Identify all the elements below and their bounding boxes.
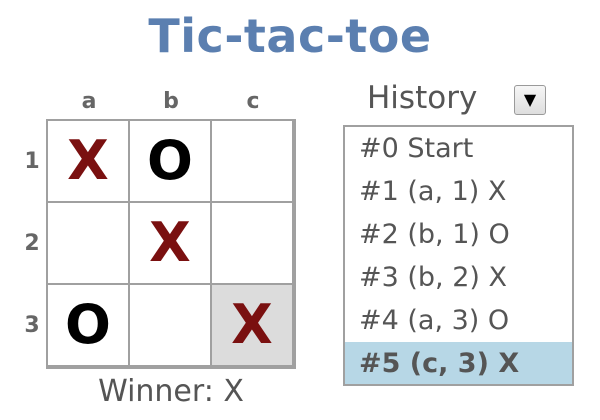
status-label: Winner:: [98, 374, 214, 409]
board-cell-a2[interactable]: [48, 203, 128, 283]
history-item-5[interactable]: #5 (c, 3) X: [345, 342, 572, 384]
game-board: X O X O X: [46, 119, 296, 369]
row-label-2: 2: [24, 231, 40, 256]
triangle-down-icon: ▼: [523, 90, 537, 109]
board-cell-c2[interactable]: [212, 203, 292, 283]
column-label-c: c: [246, 89, 260, 114]
row-label-1: 1: [24, 149, 40, 174]
history-item-0[interactable]: #0 Start: [359, 133, 474, 164]
history-item-2[interactable]: #2 (b, 1) O: [359, 219, 510, 250]
history-item-1[interactable]: #1 (a, 1) X: [359, 176, 507, 207]
board-cell-a1[interactable]: X: [48, 121, 128, 201]
history-label: History: [367, 80, 478, 116]
history-item-4[interactable]: #4 (a, 3) O: [359, 305, 510, 336]
history-dropdown-button[interactable]: ▼: [514, 85, 546, 115]
page-title: Tic-tac-toe: [148, 9, 432, 63]
row-label-3: 3: [24, 313, 40, 338]
column-label-b: b: [163, 89, 179, 114]
board-cell-a3[interactable]: O: [48, 285, 128, 365]
board-cell-c3[interactable]: X: [212, 285, 292, 365]
column-label-a: a: [81, 89, 97, 114]
game-status: Winner: X: [46, 372, 296, 412]
board-cell-b3[interactable]: [130, 285, 210, 365]
board-cell-c1[interactable]: [212, 121, 292, 201]
board-cell-b1[interactable]: O: [130, 121, 210, 201]
history-list[interactable]: #0 Start #1 (a, 1) X #2 (b, 1) O #3 (b, …: [343, 125, 574, 386]
board-cell-b2[interactable]: X: [130, 203, 210, 283]
history-item-3[interactable]: #3 (b, 2) X: [359, 262, 508, 293]
winner-value: X: [223, 374, 244, 409]
